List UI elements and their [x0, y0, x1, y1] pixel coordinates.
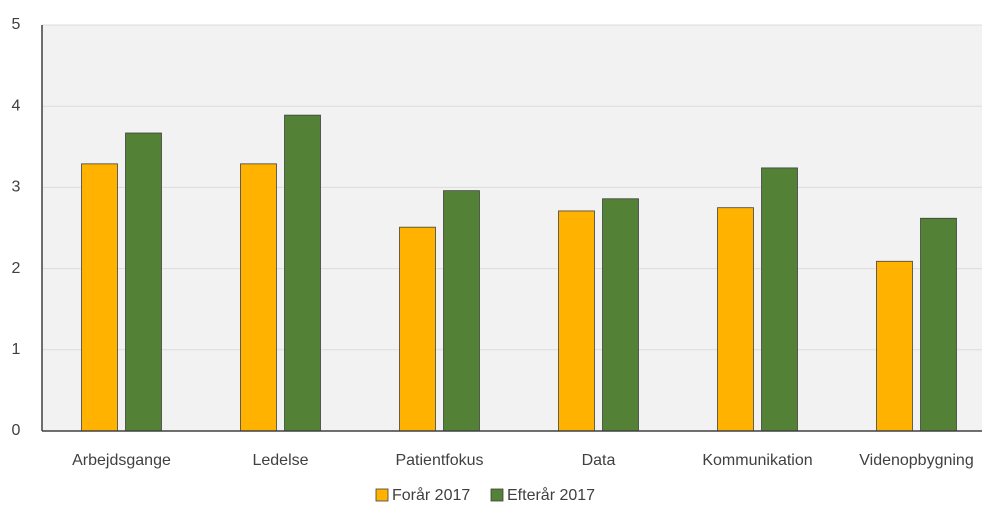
x-tick-label: Arbejdsgange [72, 452, 171, 469]
bar [761, 167, 798, 432]
bar [240, 163, 277, 432]
legend-label: Efterår 2017 [507, 486, 595, 504]
legend-label: Forår 2017 [392, 486, 470, 504]
bar [920, 217, 957, 432]
bar [558, 210, 595, 432]
bar [602, 198, 639, 432]
bar [284, 114, 321, 432]
x-tick-label: Videnopbygning [859, 452, 973, 469]
y-tick-label: 1 [12, 341, 21, 358]
bar [876, 260, 913, 432]
legend-swatch [375, 488, 389, 502]
x-tick-label: Data [582, 452, 616, 469]
bar [125, 132, 162, 432]
bar [443, 190, 480, 432]
y-tick-label: 0 [12, 422, 21, 439]
legend-swatch [490, 488, 504, 502]
plot-area [42, 25, 982, 431]
y-tick-label: 2 [12, 260, 21, 277]
y-tick-label: 5 [12, 16, 21, 33]
bar [81, 163, 118, 432]
x-tick-label: Kommunikation [702, 452, 812, 469]
bar [399, 226, 436, 432]
x-tick-label: Ledelse [252, 452, 308, 469]
y-tick-label: 4 [12, 97, 21, 114]
y-tick-label: 3 [12, 179, 21, 196]
x-tick-label: Patientfokus [395, 452, 483, 469]
bar [717, 207, 754, 432]
